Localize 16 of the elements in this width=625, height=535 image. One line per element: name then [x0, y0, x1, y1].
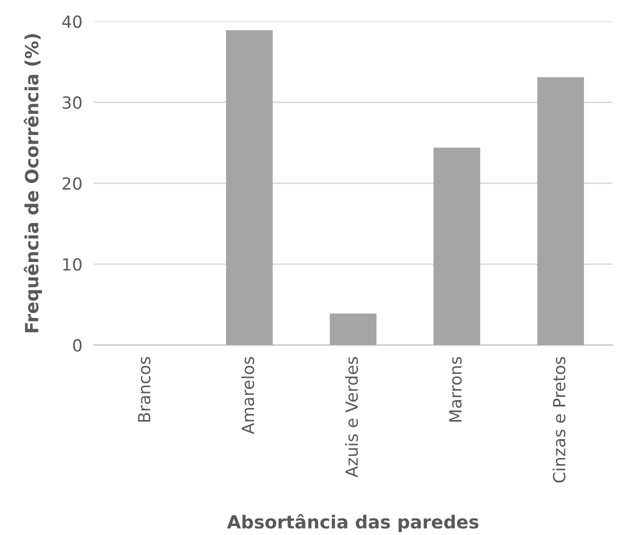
x-tick-label: Amarelos [241, 357, 254, 434]
x-axis-title: Absortância das paredes [227, 514, 478, 532]
bar [330, 314, 376, 346]
x-tick-label: Brancos [138, 357, 150, 422]
x-tick-label: Cinzas e Pretos [552, 356, 566, 482]
y-tick-label: 10 [63, 258, 82, 271]
x-tick-label: Marrons [449, 357, 462, 422]
x-tick-label: Azuis e Verdes [345, 357, 358, 478]
bar [537, 77, 584, 346]
y-tick-label: 40 [62, 15, 82, 28]
y-axis-title: Frequência de Ocorrência (%) [24, 34, 42, 332]
y-tick-label: 0 [73, 339, 82, 352]
bar [226, 30, 273, 346]
y-tick-label: 20 [62, 177, 82, 190]
bar [434, 148, 480, 346]
y-tick-label: 30 [62, 96, 82, 109]
